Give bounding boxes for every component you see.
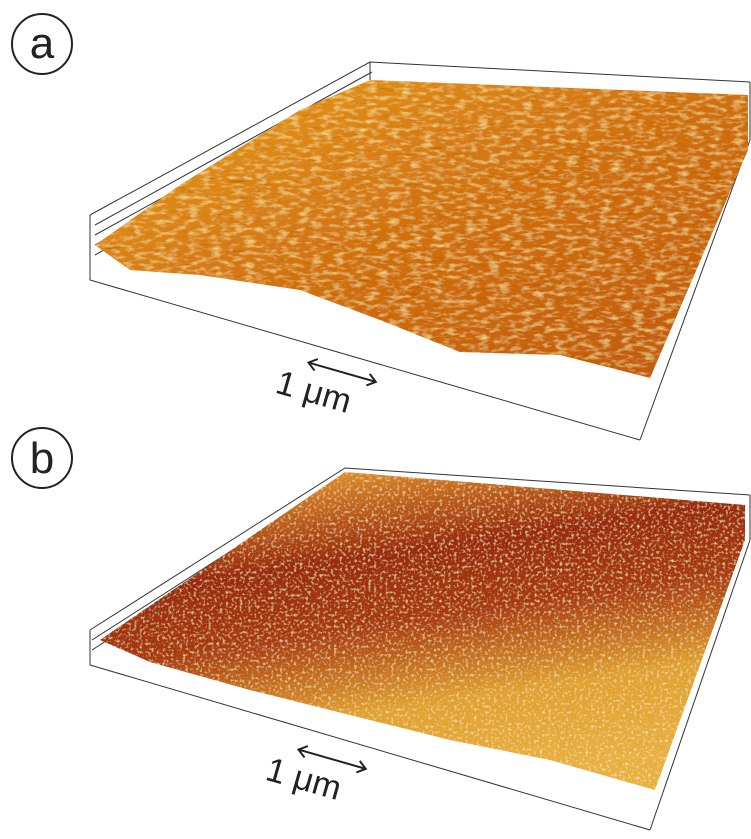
panel-label: b bbox=[30, 434, 54, 483]
panel-label: a bbox=[30, 19, 55, 68]
figure: a b 1 μm 1 μm bbox=[0, 0, 751, 839]
scale-bar-a: 1 μm bbox=[272, 350, 378, 426]
surface-b bbox=[100, 472, 745, 790]
scale-bar-b: 1 μm bbox=[262, 737, 368, 813]
surface-a bbox=[95, 80, 748, 378]
